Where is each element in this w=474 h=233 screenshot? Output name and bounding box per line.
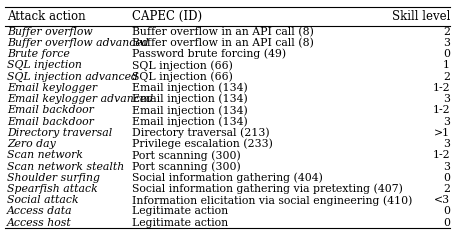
Text: Privilege escalation (233): Privilege escalation (233)	[132, 139, 273, 149]
Text: Buffer overflow: Buffer overflow	[7, 27, 92, 37]
Text: Directory traversal: Directory traversal	[7, 128, 112, 138]
Text: Email injection (134): Email injection (134)	[132, 105, 247, 116]
Text: Email injection (134): Email injection (134)	[132, 116, 247, 127]
Text: Social information gathering via pretexting (407): Social information gathering via pretext…	[132, 184, 402, 194]
Text: SQL injection: SQL injection	[7, 60, 82, 70]
Text: Spearfish attack: Spearfish attack	[7, 184, 98, 194]
Text: 0: 0	[443, 173, 450, 183]
Text: 2: 2	[443, 72, 450, 82]
Text: <3: <3	[434, 195, 450, 205]
Text: Shoulder surfing: Shoulder surfing	[7, 173, 100, 183]
Text: SQL injection (66): SQL injection (66)	[132, 60, 232, 71]
Text: Buffer overflow in an API call (8): Buffer overflow in an API call (8)	[132, 27, 313, 37]
Text: 3: 3	[443, 94, 450, 104]
Text: Email injection (134): Email injection (134)	[132, 83, 247, 93]
Text: 2: 2	[443, 27, 450, 37]
Text: 0: 0	[443, 218, 450, 228]
Text: Skill level: Skill level	[392, 10, 450, 23]
Text: 3: 3	[443, 139, 450, 149]
Text: Email keylogger: Email keylogger	[7, 83, 97, 93]
Text: 3: 3	[443, 116, 450, 127]
Text: 1-2: 1-2	[432, 105, 450, 115]
Text: 0: 0	[443, 49, 450, 59]
Text: Legitimate action: Legitimate action	[132, 206, 228, 216]
Text: Attack action: Attack action	[7, 10, 85, 23]
Text: 1: 1	[443, 60, 450, 70]
Text: Buffer overflow advanced: Buffer overflow advanced	[7, 38, 148, 48]
Text: Zero day: Zero day	[7, 139, 55, 149]
Text: Information elicitation via social engineering (410): Information elicitation via social engin…	[132, 195, 412, 206]
Text: 2: 2	[443, 184, 450, 194]
Text: 1-2: 1-2	[432, 150, 450, 160]
Text: Buffer overflow in an API call (8): Buffer overflow in an API call (8)	[132, 38, 313, 48]
Text: SQL injection advanced: SQL injection advanced	[7, 72, 138, 82]
Text: 1-2: 1-2	[432, 83, 450, 93]
Text: >1: >1	[434, 128, 450, 138]
Text: Scan network stealth: Scan network stealth	[7, 161, 124, 171]
Text: Email injection (134): Email injection (134)	[132, 94, 247, 104]
Text: Directory traversal (213): Directory traversal (213)	[132, 127, 269, 138]
Text: Password brute forcing (49): Password brute forcing (49)	[132, 49, 286, 59]
Text: Legitimate action: Legitimate action	[132, 218, 228, 228]
Text: Email backdoor: Email backdoor	[7, 116, 94, 127]
Text: Access data: Access data	[7, 206, 73, 216]
Text: 0: 0	[443, 206, 450, 216]
Text: Email backdoor: Email backdoor	[7, 105, 94, 115]
Text: Access host: Access host	[7, 218, 72, 228]
Text: Email keylogger advanced: Email keylogger advanced	[7, 94, 153, 104]
Text: Brute force: Brute force	[7, 49, 70, 59]
Text: Port scanning (300): Port scanning (300)	[132, 161, 240, 172]
Text: SQL injection (66): SQL injection (66)	[132, 71, 232, 82]
Text: 3: 3	[443, 161, 450, 171]
Text: CAPEC (ID): CAPEC (ID)	[132, 10, 202, 23]
Text: 3: 3	[443, 38, 450, 48]
Text: Social attack: Social attack	[7, 195, 78, 205]
Text: Port scanning (300): Port scanning (300)	[132, 150, 240, 161]
Text: Scan network: Scan network	[7, 150, 83, 160]
Text: Social information gathering (404): Social information gathering (404)	[132, 172, 322, 183]
